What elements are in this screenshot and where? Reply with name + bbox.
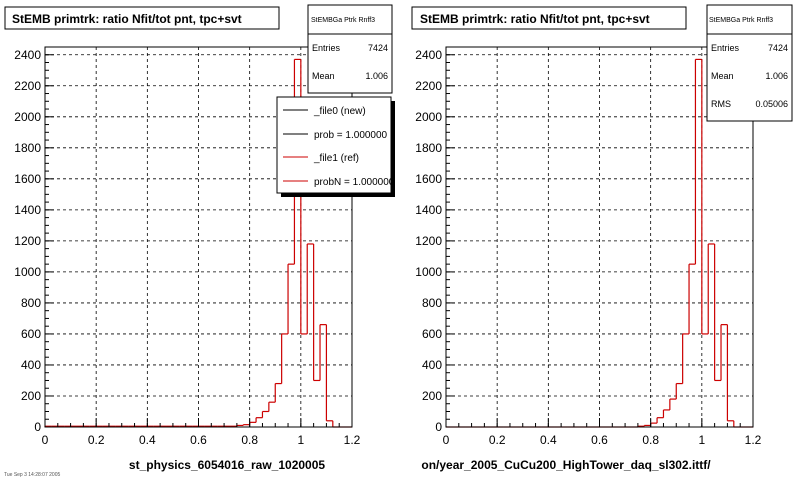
right-y-tick-label: 1400 xyxy=(415,203,442,217)
right-y-tick-label: 400 xyxy=(422,358,442,372)
legend-label-prob: prob = 1.000000 xyxy=(314,130,388,141)
right-stats-entries-value: 7424 xyxy=(768,43,788,53)
left-y-tick-label: 1400 xyxy=(14,203,41,217)
left-y-tick-label: 200 xyxy=(21,389,41,403)
left-axis-ticks xyxy=(44,46,353,428)
left-y-tick-label: 2000 xyxy=(14,110,41,124)
left-y-tick-label: 0 xyxy=(34,420,41,434)
right-stats-name: StEMBGa Ptrk Rnff3 xyxy=(709,17,773,24)
right-stats-mean-label: Mean xyxy=(711,71,734,81)
right-x-tick-label: 0.2 xyxy=(489,433,506,447)
legend-label-ref: _file1 (ref) xyxy=(313,153,359,164)
left-x-tick-label: 1.2 xyxy=(344,433,361,447)
right-y-tick-label: 800 xyxy=(422,296,442,310)
left-x-axis-label: st_physics_6054016_raw_1020005 xyxy=(129,458,325,472)
left-x-tick-label: 0.8 xyxy=(241,433,258,447)
right-y-tick-label: 200 xyxy=(422,389,442,403)
timestamp-note: Tue Sep 3 14:28:07 2005 xyxy=(4,472,60,478)
left-x-tick-labels: 0 0.2 0.4 0.6 0.8 1 1.2 xyxy=(42,433,361,447)
right-y-tick-labels: 0 200 400 600 800 1000 1200 1400 1600 1800 2000 220… xyxy=(415,48,442,434)
left-stats-mean-label: Mean xyxy=(312,71,335,81)
left-x-tick-label: 0.2 xyxy=(88,433,105,447)
left-y-tick-label: 1600 xyxy=(14,172,41,186)
right-axis-ticks xyxy=(445,46,754,428)
right-y-tick-label: 1000 xyxy=(415,265,442,279)
left-y-tick-labels: 0 200 400 600 800 1000 1200 1400 1600 1800 2000 220… xyxy=(14,48,41,434)
right-x-tick-label: 0.6 xyxy=(591,433,608,447)
left-x-tick-label: 1 xyxy=(297,433,304,447)
left-x-tick-label: 0.4 xyxy=(139,433,156,447)
right-x-tick-label: 1.2 xyxy=(745,433,762,447)
left-y-tick-label: 2200 xyxy=(14,79,41,93)
right-stats-rms-label: RMS xyxy=(711,99,731,109)
right-title-box: StEMB primtrk: ratio Nfit/tot pnt, tpc+s… xyxy=(411,6,687,30)
right-stats-rms-value: 0.05006 xyxy=(755,99,788,109)
left-histogram-pad: 0 0.2 0.4 0.6 0.8 1 1.2 0 200 400 600 800 1000 1200 1… xyxy=(4,4,395,478)
legend-label-new: _file0 (new) xyxy=(313,106,366,117)
left-x-tick-label: 0.6 xyxy=(190,433,207,447)
left-y-tick-label: 800 xyxy=(21,296,41,310)
right-stats-mean-value: 1.006 xyxy=(765,71,788,81)
right-y-tick-label: 2000 xyxy=(415,110,442,124)
right-y-tick-label: 1600 xyxy=(415,172,442,186)
left-legend: _file0 (new) prob = 1.000000 _file1 (ref… xyxy=(276,96,395,197)
left-stats-box: StEMBGa Ptrk Rnff3 Entries 7424 Mean 1.0… xyxy=(307,4,393,94)
left-y-tick-label: 400 xyxy=(21,358,41,372)
right-title: StEMB primtrk: ratio Nfit/tot pnt, tpc+s… xyxy=(420,12,650,26)
left-stats-name: StEMBGa Ptrk Rnff3 xyxy=(311,17,375,24)
right-stats-box: StEMBGa Ptrk Rnff3 Entries 7424 Mean 1.0… xyxy=(706,4,793,122)
left-stats-entries-value: 7424 xyxy=(368,43,388,53)
left-y-tick-label: 600 xyxy=(21,327,41,341)
right-y-tick-label: 2400 xyxy=(415,48,442,62)
left-y-tick-label: 1200 xyxy=(14,234,41,248)
left-title-box: StEMB primtrk: ratio Nfit/tot pnt, tpc+s… xyxy=(4,6,280,30)
right-x-tick-label: 0.4 xyxy=(540,433,557,447)
right-x-tick-label: 1 xyxy=(698,433,705,447)
left-stats-mean-value: 1.006 xyxy=(365,71,388,81)
right-x-tick-labels: 0 0.2 0.4 0.6 0.8 1 1.2 xyxy=(443,433,762,447)
left-title: StEMB primtrk: ratio Nfit/tot pnt, tpc+s… xyxy=(12,12,242,26)
right-histogram-pad: 0 0.2 0.4 0.6 0.8 1 1.2 0 200 400 600 800 1000 1200 1… xyxy=(411,4,793,472)
right-y-tick-label: 2200 xyxy=(415,79,442,93)
right-y-tick-label: 1200 xyxy=(415,234,442,248)
left-x-tick-label: 0 xyxy=(42,433,49,447)
left-y-tick-label: 1800 xyxy=(14,141,41,155)
right-stats-entries-label: Entries xyxy=(711,43,740,53)
legend-label-probn: probN = 1.000000 xyxy=(314,177,395,188)
right-y-tick-label: 0 xyxy=(435,420,442,434)
right-x-tick-label: 0.8 xyxy=(642,433,659,447)
right-x-tick-label: 0 xyxy=(443,433,450,447)
left-y-tick-label: 1000 xyxy=(14,265,41,279)
left-stats-entries-label: Entries xyxy=(312,43,341,53)
right-y-tick-label: 600 xyxy=(422,327,442,341)
right-x-axis-label: on/year_2005_CuCu200_HighTower_daq_sl302… xyxy=(421,458,711,472)
right-y-tick-label: 1800 xyxy=(415,141,442,155)
left-y-tick-label: 2400 xyxy=(14,48,41,62)
